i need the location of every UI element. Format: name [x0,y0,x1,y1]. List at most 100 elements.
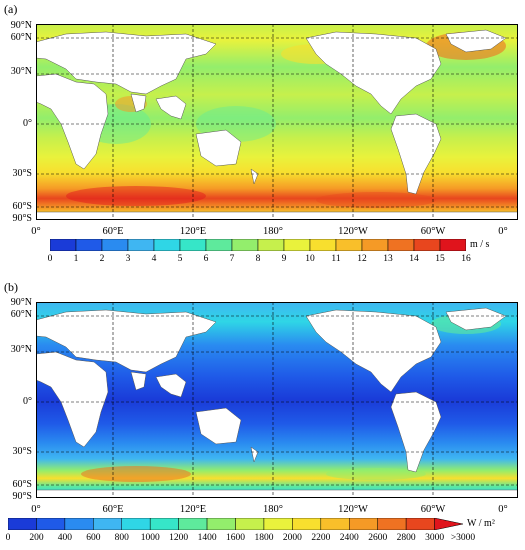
panel-a-label: (a) [4,2,18,16]
colorbar-tick-label: 200 [29,533,44,543]
colorbar-tick-label: 16 [461,254,471,264]
panel-a-lat-label: 0° [23,118,32,129]
colorbar-swatch [149,518,179,530]
panel-a-lon-label: 60°W [420,226,446,237]
colorbar-tick-label: 2 [99,254,105,264]
colorbar-tick-label: 1600 [226,533,245,543]
panel-b-lon-label: 60°W [420,504,446,515]
colorbar-swatch [257,239,285,251]
panel-b-lat-label: 30°S [12,446,32,457]
colorbar-tick-label: 600 [86,533,101,543]
panel-b-lat-label: 90°N [10,297,32,308]
colorbar-tick-label: 0 [5,533,11,543]
panel-b-colorbar-unit: W / m² [467,518,495,529]
colorbar-tick-label: 800 [114,533,129,543]
colorbar-tick-label: 13 [383,254,393,264]
panel-b-label: (b) [4,280,18,294]
colorbar-tick-label: 1 [73,254,79,264]
panel-a-lon-label: 0° [31,226,41,237]
colorbar-tick-label: 2200 [311,533,331,543]
panel-b-lon-label: 0° [31,504,41,515]
colorbar-swatch [127,239,155,251]
colorbar-tick-label: 3 [125,254,131,264]
colorbar-swatch [320,518,350,530]
colorbar-tick-label: 0 [47,254,53,264]
colorbar-swatch [231,239,259,251]
panel-b-lat-label: 30°N [10,344,32,355]
panel-b-lat-label: 0° [23,396,32,407]
panel-b-map [36,302,518,498]
colorbar-tick-label: 1200 [169,533,189,543]
colorbar-tick-label: 4 [151,254,157,264]
colorbar-tick-label: 15 [435,254,445,264]
panel-a-lat-label: 30°N [10,66,32,77]
panel-b-lat-label: 60°S [12,479,32,490]
colorbar-swatch [405,518,435,530]
colorbar-tick-label: 14 [409,254,419,264]
colorbar-tick-label: 1000 [140,533,160,543]
colorbar-swatch [121,518,151,530]
panel-a-colorbar-unit: m / s [470,239,490,250]
colorbar-swatch [179,239,207,251]
colorbar-tick-label: 3000 [425,533,445,543]
colorbar-tick-label: 2800 [396,533,416,543]
colorbar-swatch [263,518,293,530]
panel-a-lat-label: 30°S [12,168,32,179]
colorbar-tick-label: 11 [331,254,341,264]
colorbar-tick-label: >3000 [450,533,476,543]
colorbar-swatch [387,239,415,251]
colorbar-swatch [309,239,337,251]
colorbar-tick-label: 2000 [282,533,302,543]
colorbar-tick-label: 6 [203,254,209,264]
colorbar-tick-label: 7 [229,254,235,264]
colorbar-swatch [101,239,129,251]
panel-a-lat-label: 90°N [10,20,32,31]
colorbar-swatch [206,518,236,530]
panel-a-lat-label: 60°N [10,32,32,43]
panel-b-lat-label: 90°S [12,491,32,502]
colorbar-tick-label: 1400 [197,533,217,543]
colorbar-tick-label: 5 [177,254,183,264]
colorbar-swatch [75,239,103,251]
panel-a-lon-label: 120°E [179,226,207,237]
panel-b-lon-label: 120°E [179,504,207,515]
colorbar-swatch [361,239,389,251]
colorbar-tick-label: 2400 [339,533,359,543]
colorbar-swatch [349,518,378,530]
colorbar-swatch [434,518,463,530]
colorbar-tick-label: 9 [281,254,287,264]
panel-a-lon-label: 0° [498,226,508,237]
colorbar-swatch [36,518,66,530]
colorbar-swatch [439,239,466,251]
colorbar-swatch [153,239,181,251]
colorbar-swatch [8,518,37,530]
panel-a-colorbar [50,239,466,251]
colorbar-swatch [178,518,208,530]
panel-a-lat-label: 90°S [12,213,32,224]
panel-a-lat-label: 60°S [12,201,32,212]
colorbar-swatch [93,518,122,530]
colorbar-swatch [413,239,441,251]
panel-a-map [36,24,518,220]
panel-b-lon-label: 60°E [102,504,124,515]
colorbar-swatch [50,239,77,251]
colorbar-tick-label: 2600 [368,533,388,543]
colorbar-swatch [335,239,363,251]
colorbar-swatch [283,239,311,251]
colorbar-swatch [205,239,233,251]
panel-b-lat-label: 60°N [10,309,32,320]
panel-b-colorbar [8,518,463,530]
colorbar-swatch [292,518,322,530]
panel-a-lon-label: 120°W [338,226,368,237]
colorbar-swatch [377,518,407,530]
panel-b-lon-label: 180° [263,504,283,515]
panel-b-lon-label: 120°W [338,504,368,515]
colorbar-tick-label: 10 [305,254,315,264]
colorbar-swatch [235,518,265,530]
panel-b-lon-label: 0° [498,504,508,515]
panel-a-lon-label: 60°E [102,226,124,237]
colorbar-tick-label: 1800 [254,533,274,543]
colorbar-swatch [64,518,94,530]
colorbar-tick-label: 8 [255,254,261,264]
panel-a-lon-label: 180° [263,226,283,237]
